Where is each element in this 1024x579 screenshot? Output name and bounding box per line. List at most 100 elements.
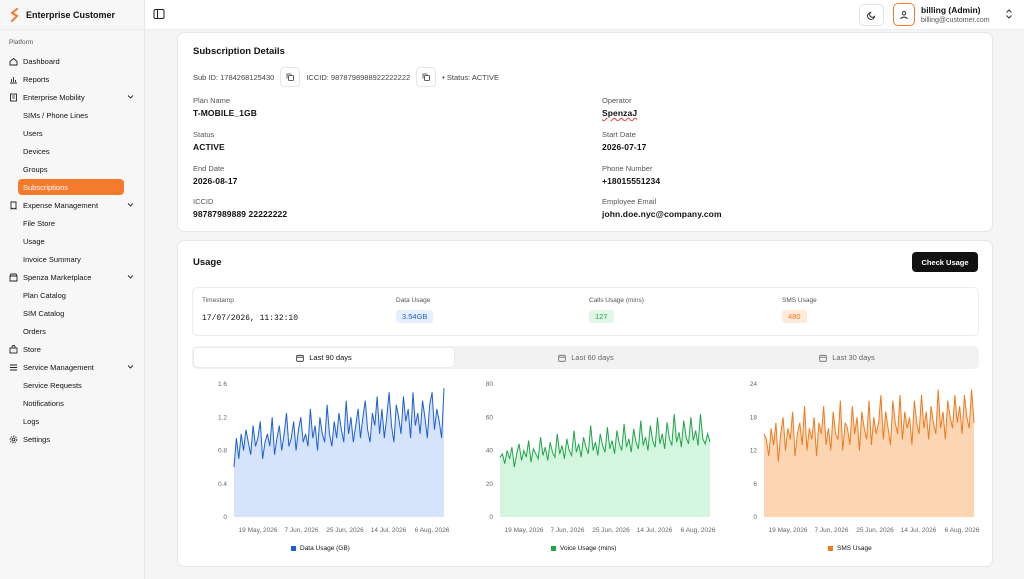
sidebar-subitem-logs[interactable]: Logs (23, 416, 40, 426)
copy-icon (422, 73, 431, 81)
sms-usage-chart: 0 6 12 18 24 19 May, 2026 7 Jun, 2026 25 Jun, 2… (750, 381, 980, 534)
store-icon (9, 273, 18, 281)
plan-name-label: Plan Name (193, 96, 231, 105)
sidebar-subitem-subscriptions[interactable]: Subscriptions (18, 179, 124, 195)
x-tick-label: 19 May, 2026 (239, 527, 278, 534)
sidebar-subitem-devices[interactable]: Devices (23, 146, 50, 156)
chevron-down-icon[interactable] (127, 201, 134, 208)
x-tick-label: 6 Aug, 2026 (415, 527, 450, 534)
series-line (499, 413, 711, 468)
tab-last-60-days[interactable]: Last 60 days (456, 348, 716, 367)
y-tick-label: 0 (223, 514, 227, 521)
sidebar-item-expense-management[interactable]: Expense Management (0, 196, 144, 214)
data-usage-chart: 0 0.4 0.8 1.2 1.6 19 May, 2026 7 Jun, 2026 25 J… (218, 381, 450, 534)
sidebar-item-spenza-marketplace[interactable]: Spenza Marketplace (0, 268, 144, 286)
panel-icon (153, 9, 165, 19)
sidebar-subitem-groups[interactable]: Groups (23, 164, 48, 174)
y-tick-label: 60 (486, 414, 494, 421)
brand-logo-icon (10, 7, 19, 22)
user-avatar[interactable] (893, 3, 915, 26)
status-value: ACTIVE (193, 142, 225, 152)
y-tick-label: 0 (753, 514, 757, 521)
range-tabs: Last 90 days Last 60 days Last 30 days (192, 346, 979, 369)
subscription-meta: Sub ID: 1784268125430 ICCID: 98787989889… (193, 67, 499, 87)
chevron-down-icon[interactable] (127, 363, 134, 370)
status-label: Status (193, 130, 215, 139)
building-icon (10, 93, 17, 101)
legend-swatch (291, 546, 296, 551)
topbar: billing (Admin) billing@customer.com (145, 0, 1024, 30)
series-area (234, 388, 444, 517)
sidebar-subitem-sim-catalog[interactable]: SIM Catalog (23, 308, 65, 318)
sidebar-item-store[interactable]: Store (0, 340, 144, 358)
sidebar-subitem-sims-phone-lines[interactable]: SIMs / Phone Lines (23, 110, 89, 120)
sidebar-item-dashboard[interactable]: Dashboard (0, 52, 144, 70)
email-value: john.doe.nyc@company.com (602, 209, 722, 219)
sidebar-toggle-button[interactable] (153, 8, 167, 22)
sidebar-subitem-service-requests[interactable]: Service Requests (23, 380, 82, 390)
x-tick-label: 19 May, 2026 (505, 527, 544, 534)
sidebar-subitem-orders[interactable]: Orders (23, 326, 46, 336)
phone-label: Phone Number (602, 164, 653, 173)
status-meta: • Status: ACTIVE (442, 72, 499, 82)
sidebar-subitem-file-store[interactable]: File Store (23, 218, 56, 228)
y-tick-label: 80 (486, 381, 494, 388)
chevron-down-icon[interactable] (127, 93, 134, 100)
brand-name: Enterprise Customer (26, 9, 116, 20)
calendar-icon (296, 354, 304, 362)
sidebar-subitem-notifications[interactable]: Notifications (23, 398, 64, 408)
end-date-label: End Date (193, 164, 225, 173)
legend-swatch (828, 546, 833, 551)
sidebar-subitem-plan-catalog[interactable]: Plan Catalog (23, 290, 66, 300)
chevrons-up-down-icon[interactable] (1005, 9, 1013, 21)
tab-last-30-days[interactable]: Last 30 days (717, 348, 977, 367)
sidebar-subitem-invoice-summary[interactable]: Invoice Summary (23, 254, 81, 264)
sidebar-subitem-users[interactable]: Users (23, 128, 43, 138)
column-header: Data Usage (396, 297, 431, 304)
chevron-down-icon[interactable] (127, 273, 134, 280)
iccid-label: ICCID (193, 197, 214, 206)
y-tick-label: 0.4 (218, 481, 227, 488)
brand[interactable]: Enterprise Customer (0, 0, 144, 30)
voice-usage-chart: 0 20 40 60 80 19 May, 2026 7 Jun, 2026 25 Jun, … (486, 381, 716, 534)
x-tick-label: 25 Jun, 2026 (326, 527, 364, 534)
sidebar-item-enterprise-mobility[interactable]: Enterprise Mobility (0, 88, 144, 106)
y-tick-label: 6 (753, 481, 757, 488)
plan-name-value: T-MOBILE_1GB (193, 108, 258, 118)
subscription-details-title: Subscription Details (193, 46, 285, 57)
sidebar-subitem-usage[interactable]: Usage (23, 236, 45, 246)
x-tick-label: 14 Jul, 2026 (371, 527, 407, 534)
x-tick-label: 7 Jun, 2026 (285, 527, 319, 534)
calendar-icon (558, 354, 566, 362)
tab-last-90-days[interactable]: Last 90 days (194, 348, 454, 367)
user-name[interactable]: billing (Admin) (921, 5, 981, 15)
column-header: Timestamp (202, 297, 234, 304)
receipt-icon (10, 201, 17, 210)
operator-value: SpenzaJ (602, 108, 638, 118)
calls-usage-badge: 127 (589, 310, 614, 323)
x-tick-label: 25 Jun, 2026 (856, 527, 894, 534)
sidebar-item-label: Reports (23, 74, 50, 84)
sidebar: Enterprise Customer Platform Dashboard Re… (0, 0, 145, 579)
y-tick-label: 18 (750, 414, 758, 421)
sidebar-item-label: Settings (23, 434, 51, 444)
copy-sub-id-button[interactable] (280, 67, 301, 87)
iccid-meta: ICCID: 9878798988922222222 (306, 72, 411, 82)
legend-swatch (551, 546, 556, 551)
sidebar-item-settings[interactable]: Settings (0, 430, 144, 448)
sidebar-item-reports[interactable]: Reports (0, 70, 144, 88)
gear-icon (9, 435, 18, 443)
sidebar-nav: Dashboard Reports Enterprise Mobility SIMs … (0, 52, 144, 448)
sidebar-item-service-management[interactable]: Service Management (0, 358, 144, 376)
email-label: Employee Email (602, 197, 657, 206)
y-tick-label: 40 (486, 448, 494, 455)
tab-label: Last 60 days (571, 353, 614, 362)
sms-usage-legend: SMS Usage (828, 545, 872, 552)
check-usage-button[interactable]: Check Usage (912, 252, 978, 272)
copy-iccid-button[interactable] (416, 67, 437, 87)
x-tick-label: 6 Aug, 2026 (681, 527, 716, 534)
legend-label: SMS Usage (837, 545, 872, 552)
theme-toggle-button[interactable] (859, 4, 884, 26)
column-header: SMS Usage (782, 297, 817, 304)
main-content: billing (Admin) billing@customer.com Sub… (145, 0, 1024, 579)
